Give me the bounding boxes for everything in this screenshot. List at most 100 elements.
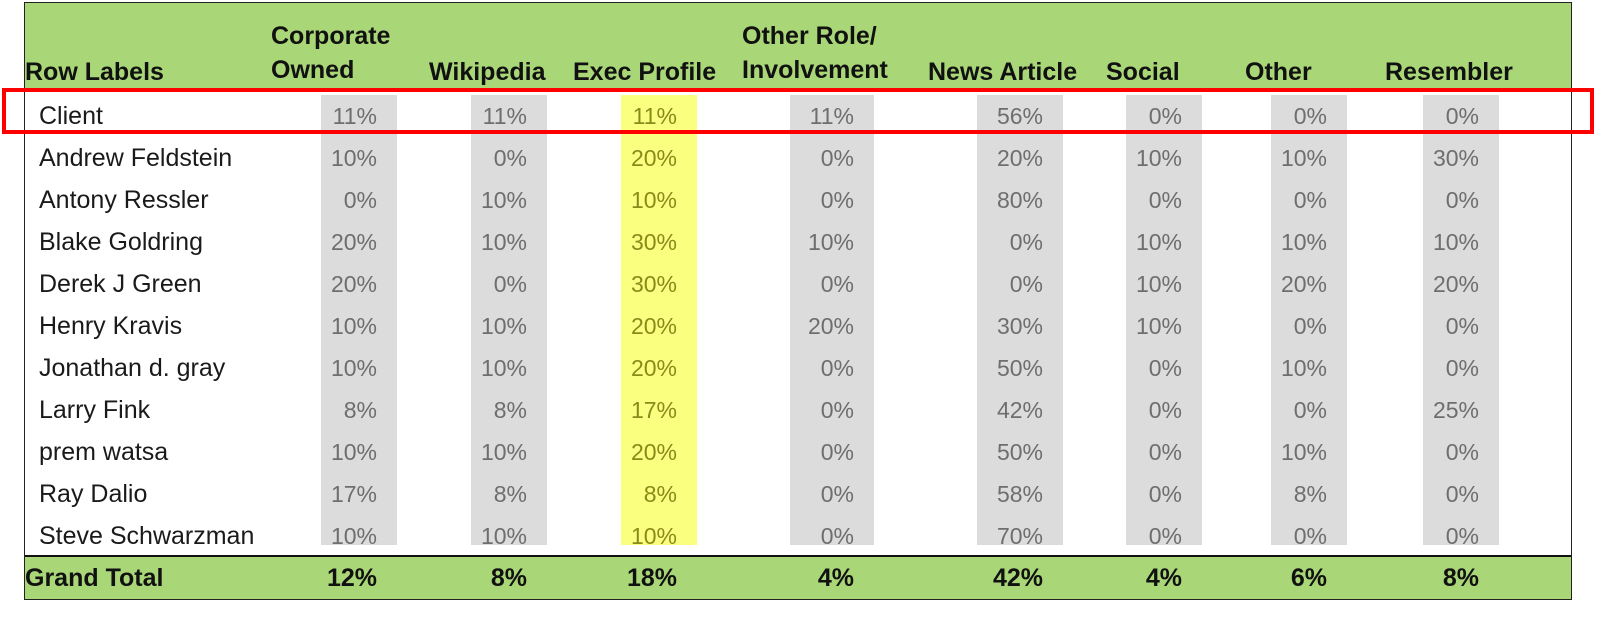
cell-other: 0% <box>1293 313 1327 339</box>
cell-resembler: 0% <box>1445 313 1479 339</box>
total-other-role: 4% <box>817 564 854 592</box>
row-label: Henry Kravis <box>39 312 183 340</box>
header-line2: News Article <box>928 58 1078 86</box>
cell-wikipedia: 10% <box>480 313 527 339</box>
cell-wikipedia: 11% <box>482 103 527 129</box>
total-resembler: 8% <box>1442 564 1479 592</box>
table-row[interactable]: Larry Fink 8% 8% 17% 0% 42% 0% 0% 25% <box>25 389 1571 431</box>
cell-resembler: 0% <box>1445 355 1479 381</box>
total-corporate-owned: 12% <box>326 564 377 592</box>
total-news-article: 42% <box>992 564 1043 592</box>
cell-other: 0% <box>1293 397 1327 423</box>
cell-news-article: 0% <box>1009 271 1043 297</box>
cell-corporate-owned: 10% <box>330 439 377 465</box>
cell-exec-profile: 20% <box>630 313 677 339</box>
cell-resembler: 0% <box>1445 523 1479 549</box>
cell-other: 10% <box>1280 145 1327 171</box>
cell-wikipedia: 10% <box>480 355 527 381</box>
cell-other-role: 0% <box>820 439 854 465</box>
table-row[interactable]: Andrew Feldstein 10% 0% 20% 0% 20% 10% 1… <box>25 137 1571 179</box>
cell-wikipedia: 8% <box>493 397 527 423</box>
header-line2: Wikipedia <box>429 58 546 86</box>
cell-corporate-owned: 17% <box>330 481 377 507</box>
cell-other-role: 0% <box>820 355 854 381</box>
cell-wikipedia: 10% <box>480 187 527 213</box>
cell-other-role: 11% <box>809 103 854 129</box>
total-wikipedia: 8% <box>490 564 527 592</box>
cell-social: 10% <box>1135 271 1182 297</box>
cell-news-article: 42% <box>996 397 1043 423</box>
row-label: Antony Ressler <box>39 186 209 214</box>
cell-other-role: 0% <box>820 481 854 507</box>
cell-social: 0% <box>1148 439 1182 465</box>
cell-corporate-owned: 0% <box>343 187 377 213</box>
cell-social: 0% <box>1148 397 1182 423</box>
table-row[interactable]: Ray Dalio 17% 8% 8% 0% 58% 0% 8% 0% <box>25 473 1571 515</box>
table-header <box>25 3 1571 91</box>
cell-corporate-owned: 20% <box>330 229 377 255</box>
cell-corporate-owned: 20% <box>330 271 377 297</box>
cell-social: 0% <box>1148 481 1182 507</box>
cell-social: 10% <box>1135 313 1182 339</box>
cell-social: 0% <box>1148 103 1182 129</box>
cell-social: 10% <box>1135 229 1182 255</box>
cell-other-role: 10% <box>807 229 854 255</box>
cell-other-role: 0% <box>820 523 854 549</box>
total-exec-profile: 18% <box>626 564 677 592</box>
header-line1: Other Role/ <box>742 22 877 50</box>
pivot-table: Row Labels Corporate Owned Wikipedia Exe… <box>24 2 1572 600</box>
cell-other-role: 0% <box>820 187 854 213</box>
cell-news-article: 30% <box>996 313 1043 339</box>
cell-news-article: 20% <box>996 145 1043 171</box>
header-row-labels: Row Labels <box>25 55 164 89</box>
client-row-highlight-box <box>2 88 1594 134</box>
total-other: 6% <box>1290 564 1327 592</box>
table-row[interactable]: Derek J Green 20% 0% 30% 0% 0% 10% 20% 2… <box>25 263 1571 305</box>
table-row[interactable]: prem watsa 10% 10% 20% 0% 50% 0% 10% 0% <box>25 431 1571 473</box>
header-news-article: News Article <box>928 55 1077 89</box>
table-row[interactable]: Blake Goldring 20% 10% 30% 10% 0% 10% 10… <box>25 221 1571 263</box>
cell-news-article: 50% <box>996 439 1043 465</box>
cell-other: 8% <box>1293 481 1327 507</box>
header-social: Social <box>1106 55 1180 89</box>
cell-resembler: 0% <box>1445 187 1479 213</box>
cell-other: 20% <box>1280 271 1327 297</box>
header-other-role: Other Role/ Involvement <box>742 19 888 87</box>
cell-exec-profile: 8% <box>643 481 677 507</box>
cell-social: 0% <box>1148 355 1182 381</box>
cell-other-role: 0% <box>820 397 854 423</box>
grand-total-row[interactable]: Grand Total 12% 8% 18% 4% 42% 4% 6% 8% <box>25 555 1571 599</box>
table-row[interactable]: Henry Kravis 10% 10% 20% 20% 30% 10% 0% … <box>25 305 1571 347</box>
cell-corporate-owned: 10% <box>330 145 377 171</box>
column-shade-other <box>1271 95 1347 545</box>
row-label: Ray Dalio <box>39 480 148 508</box>
row-label: Steve Schwarzman <box>39 522 255 550</box>
cell-other: 10% <box>1280 229 1327 255</box>
column-shade-wikipedia <box>471 95 547 545</box>
cell-corporate-owned: 10% <box>330 313 377 339</box>
cell-social: 0% <box>1148 523 1182 549</box>
cell-wikipedia: 0% <box>493 271 527 297</box>
header-resembler: Resembler <box>1385 55 1513 89</box>
cell-exec-profile: 30% <box>630 229 677 255</box>
column-shade-social <box>1126 95 1202 545</box>
cell-exec-profile: 10% <box>630 523 677 549</box>
header-line2: Exec Profile <box>573 58 717 86</box>
column-shade-news-article <box>977 95 1063 545</box>
cell-other: 0% <box>1293 103 1327 129</box>
cell-wikipedia: 10% <box>480 229 527 255</box>
header-line2: Social <box>1106 58 1180 86</box>
cell-resembler: 20% <box>1432 271 1479 297</box>
header-wikipedia: Wikipedia <box>429 55 545 89</box>
cell-news-article: 0% <box>1009 229 1043 255</box>
cell-other: 0% <box>1293 187 1327 213</box>
row-label: prem watsa <box>39 438 169 466</box>
cell-other: 0% <box>1293 523 1327 549</box>
table-row[interactable]: Steve Schwarzman 10% 10% 10% 0% 70% 0% 0… <box>25 515 1571 557</box>
cell-social: 10% <box>1135 145 1182 171</box>
column-shade-corporate-owned <box>321 95 397 545</box>
table-row[interactable]: Jonathan d. gray 10% 10% 20% 0% 50% 0% 1… <box>25 347 1571 389</box>
table-row[interactable]: Antony Ressler 0% 10% 10% 0% 80% 0% 0% 0… <box>25 179 1571 221</box>
table-row-client[interactable]: Client 11% 11% 11% 11% 56% 0% 0% 0% <box>25 95 1571 137</box>
row-label: Blake Goldring <box>39 228 203 256</box>
